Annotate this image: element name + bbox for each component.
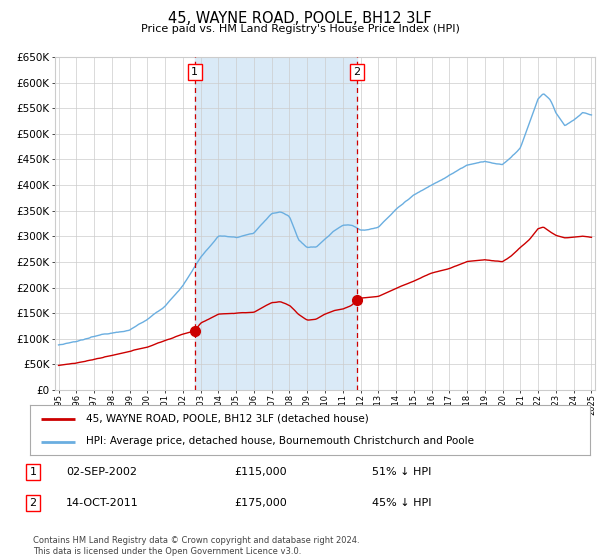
Text: 45, WAYNE ROAD, POOLE, BH12 3LF: 45, WAYNE ROAD, POOLE, BH12 3LF [168,11,432,26]
Text: 1: 1 [29,467,37,477]
Text: 45% ↓ HPI: 45% ↓ HPI [372,498,431,508]
Text: 45, WAYNE ROAD, POOLE, BH12 3LF (detached house): 45, WAYNE ROAD, POOLE, BH12 3LF (detache… [86,413,369,423]
Text: £175,000: £175,000 [234,498,287,508]
Text: 14-OCT-2011: 14-OCT-2011 [66,498,139,508]
Text: Contains HM Land Registry data © Crown copyright and database right 2024.
This d: Contains HM Land Registry data © Crown c… [33,536,359,556]
Text: 1: 1 [191,67,198,77]
Text: 51% ↓ HPI: 51% ↓ HPI [372,467,431,477]
Text: 2: 2 [353,67,360,77]
Text: 2: 2 [29,498,37,508]
Text: 02-SEP-2002: 02-SEP-2002 [66,467,137,477]
Text: Price paid vs. HM Land Registry's House Price Index (HPI): Price paid vs. HM Land Registry's House … [140,24,460,34]
Text: HPI: Average price, detached house, Bournemouth Christchurch and Poole: HPI: Average price, detached house, Bour… [86,436,474,446]
Bar [195,57,356,390]
Text: £115,000: £115,000 [234,467,287,477]
